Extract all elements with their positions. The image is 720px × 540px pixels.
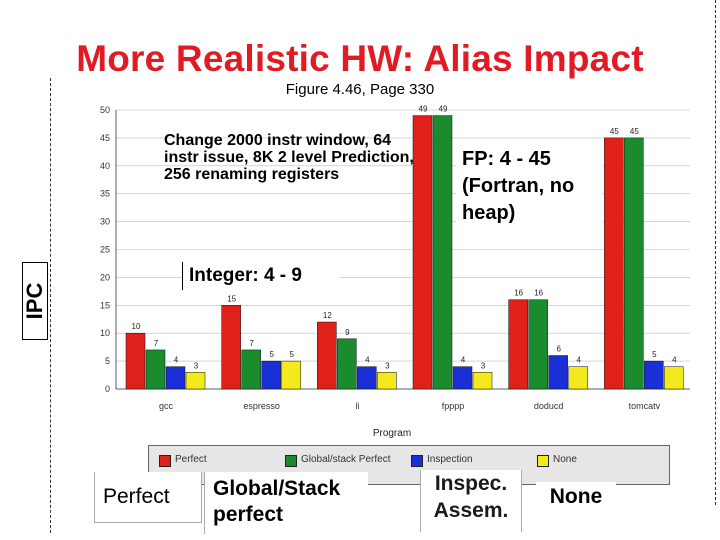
- y-tick-label: 35: [100, 189, 110, 199]
- bar-tomcatv-1: [624, 137, 644, 390]
- y-tick-label: 45: [100, 133, 110, 143]
- right-edge-line: [715, 0, 716, 505]
- y-tick-label: 15: [100, 300, 110, 310]
- big-label-global-stack: Global/Stack perfect: [204, 472, 368, 534]
- bar-gcc-0: [125, 332, 146, 390]
- data-label: 9: [345, 328, 350, 337]
- bar-li-1: [337, 338, 357, 390]
- data-label: 45: [630, 127, 639, 136]
- data-label: 3: [194, 361, 199, 370]
- y-tick-label: 40: [100, 161, 110, 171]
- left-edge-line: [50, 78, 51, 533]
- bar-layer: [125, 115, 684, 390]
- fp-range-annotation: FP: 4 - 45 (Fortran, no heap): [456, 146, 602, 236]
- x-tick-label: doducd: [534, 401, 564, 411]
- data-label: 6: [556, 345, 561, 354]
- legend-swatch-inspection: [411, 455, 423, 467]
- x-tick-label: espresso: [243, 401, 280, 411]
- bar-li-0: [317, 321, 337, 390]
- bar-gcc-1: [145, 349, 166, 390]
- y-tick-label: 50: [100, 105, 110, 115]
- data-label: 4: [365, 356, 370, 365]
- x-tick-label: gcc: [159, 401, 174, 411]
- bar-fpppp-1: [432, 115, 453, 390]
- data-label: 5: [652, 350, 657, 359]
- data-label: 3: [385, 361, 390, 370]
- bar-gcc-3: [185, 372, 206, 390]
- data-label: 4: [672, 356, 677, 365]
- figure-reference: Figure 4.46, Page 330: [285, 81, 435, 98]
- bar-fpppp-3: [472, 372, 493, 390]
- bar-doducd-0: [508, 299, 528, 390]
- data-label: 45: [610, 127, 619, 136]
- bar-doducd-1: [528, 299, 548, 390]
- data-label: 5: [289, 350, 294, 359]
- legend-label-inspection: Inspection: [427, 454, 473, 465]
- bar-fpppp-0: [412, 115, 433, 390]
- y-tick-label: 5: [105, 356, 110, 366]
- bar-tomcatv-2: [644, 360, 664, 390]
- bar-doducd-3: [568, 366, 588, 390]
- y-axis-label: IPC: [22, 262, 48, 340]
- legend-label-perfect: Perfect: [175, 454, 207, 465]
- data-label: 7: [154, 339, 159, 348]
- slide-title: More Realistic HW: Alias Impact: [76, 38, 644, 79]
- bar-gcc-2: [165, 366, 186, 390]
- data-label: 3: [481, 361, 486, 370]
- config-annotation: Change 2000 instr window, 64 instr issue…: [164, 132, 414, 183]
- data-label: 16: [534, 289, 543, 298]
- integer-range-annotation: Integer: 4 - 9: [182, 262, 339, 290]
- bar-li-3: [377, 372, 397, 390]
- bar-fpppp-2: [452, 366, 473, 390]
- y-axis-label-text: IPC: [22, 282, 47, 320]
- y-tick-label: 20: [100, 272, 110, 282]
- chart-legend: Perfect Global/stack Perfect Inspection …: [148, 445, 670, 485]
- data-label: 12: [323, 311, 332, 320]
- bar-tomcatv-0: [604, 137, 624, 390]
- data-label: 49: [419, 105, 428, 114]
- data-label: 4: [174, 356, 179, 365]
- data-label: 5: [269, 350, 274, 359]
- data-label: 4: [576, 356, 581, 365]
- data-label: 10: [132, 322, 141, 331]
- data-label: 49: [439, 105, 448, 114]
- legend-label-global: Global/stack Perfect: [301, 454, 391, 465]
- bar-espresso-1: [241, 349, 261, 390]
- bar-li-2: [357, 366, 377, 390]
- y-tick-label: 10: [100, 328, 110, 338]
- y-tick-label: 25: [100, 245, 110, 255]
- bar-espresso-0: [221, 305, 241, 390]
- big-label-perfect: Perfect: [94, 472, 202, 523]
- bar-doducd-2: [548, 355, 568, 390]
- bar-tomcatv-3: [664, 366, 684, 390]
- legend-label-none: None: [553, 454, 577, 465]
- big-label-inspection: Inspec. Assem.: [420, 470, 522, 532]
- bar-espresso-2: [261, 360, 281, 390]
- y-tick-label: 30: [100, 217, 110, 227]
- legend-swatch-global: [285, 455, 297, 467]
- legend-swatch-perfect: [159, 455, 171, 467]
- data-label: 7: [249, 339, 254, 348]
- legend-swatch-none: [537, 455, 549, 467]
- data-label: 4: [461, 356, 466, 365]
- label-layer: 10 7 4 3 15 7 5 5 12 9 4 3 49 49 4 3 16 16 6 4 45 45 5 4: [132, 105, 678, 371]
- x-axis-title: Program: [373, 428, 411, 439]
- big-label-none: None: [536, 482, 616, 512]
- y-tick-label: 0: [105, 384, 110, 394]
- data-label: 16: [514, 289, 523, 298]
- x-tick-label: tomcatv: [629, 401, 661, 411]
- bar-espresso-3: [281, 360, 301, 390]
- data-label: 15: [227, 294, 236, 303]
- x-tick-label: li: [355, 401, 359, 411]
- x-tick-label: fpppp: [442, 401, 465, 411]
